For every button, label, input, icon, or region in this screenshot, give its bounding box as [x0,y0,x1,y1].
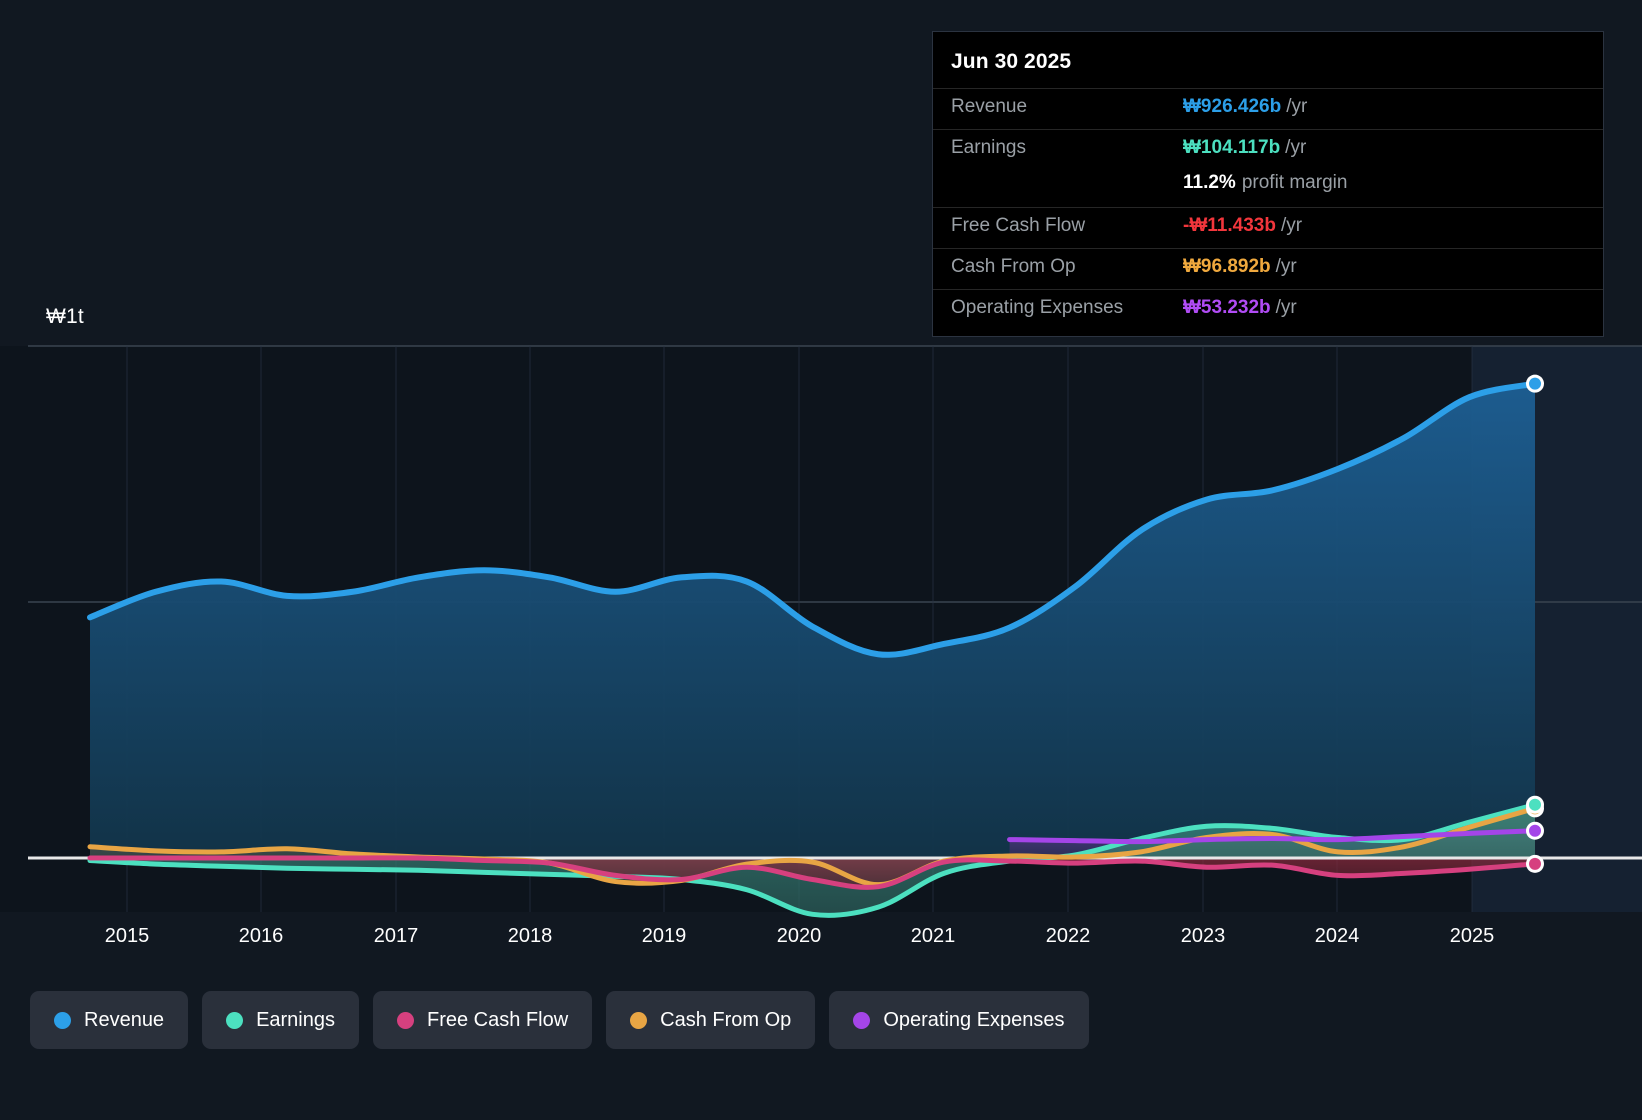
tooltip-row-free-cash-flow: Free Cash Flow -₩11.433b/yr [933,207,1603,248]
legend-dot-icon [630,1011,648,1029]
legend-chip-cash-from-op[interactable]: Cash From Op [606,991,816,1049]
legend-label: Cash From Op [660,1008,792,1031]
chart-legend: Revenue Earnings Free Cash Flow Cash From O… [30,991,1089,1049]
legend-label: Revenue [84,1008,165,1031]
x-axis-label-2024: 2024 [1314,925,1360,947]
y-axis-label-top: ₩1t [46,305,84,328]
tooltip-value-operating-expenses: ₩53.232b [1183,297,1271,318]
tooltip-row-cash-from-op: Cash From Op ₩96.892b/yr [933,248,1603,289]
x-axis-label-2023: 2023 [1180,925,1226,947]
x-axis-label-2016: 2016 [238,925,284,947]
legend-dot-icon [54,1011,71,1029]
tooltip-label-revenue: Revenue [951,96,1028,117]
tooltip-unit-free-cash-flow: /yr [1280,215,1303,236]
tooltip-row-operating-expenses: Operating Expenses ₩53.232b/yr [933,289,1603,330]
tooltip-unit-revenue: /yr [1286,96,1308,117]
tooltip-label-operating-expenses: Operating Expenses [951,297,1124,318]
tooltip-label-cash-from-op: Cash From Op [951,256,1076,277]
legend-chip-operating-expenses[interactable]: Operating Expenses [829,991,1089,1049]
legend-chip-revenue[interactable]: Revenue [30,991,189,1049]
x-axis-label-2025: 2025 [1449,925,1495,947]
tooltip-value-profit-margin: 11.2% [1183,172,1236,193]
tooltip-unit-operating-expenses: /yr [1275,297,1297,318]
tooltip-unit-earnings: /yr [1285,137,1307,158]
tooltip-label-earnings: Earnings [951,137,1026,158]
tooltip-value-cash-from-op: ₩96.892b [1183,256,1271,277]
tooltip-date: Jun 30 2025 [951,50,1072,73]
x-axis-label-2022: 2022 [1045,925,1091,947]
tooltip-panel: Jun 30 2025 Revenue ₩926.426b/yr Earning… [932,31,1604,337]
x-axis-label-2020: 2020 [776,925,822,947]
tooltip-row-earnings: Earnings ₩104.117b/yr [933,129,1603,170]
legend-dot-icon [853,1011,871,1029]
tooltip-unit-cash-from-op: /yr [1275,256,1297,277]
x-axis-label-2015: 2015 [104,925,150,947]
x-axis-label-2017: 2017 [373,925,419,947]
legend-dot-icon [397,1011,414,1029]
tooltip-value-revenue: ₩926.426b [1183,96,1282,117]
tooltip-value-earnings: ₩104.117b [1183,137,1281,158]
legend-chip-free-cash-flow[interactable]: Free Cash Flow [373,991,593,1049]
legend-label: Earnings [256,1008,335,1031]
tooltip-label-profit-margin: profit margin [1241,172,1348,193]
x-axis-label-2019: 2019 [641,925,687,947]
x-axis-label-2021: 2021 [910,925,956,947]
legend-dot-icon [226,1011,244,1029]
legend-label: Free Cash Flow [427,1008,569,1031]
tooltip-value-free-cash-flow: -₩11.433b [1183,215,1276,236]
legend-chip-earnings[interactable]: Earnings [202,991,359,1049]
x-axis-label-2018: 2018 [507,925,553,947]
tooltip-row-profit-margin: 11.2% profit margin [933,170,1603,207]
tooltip-row-revenue: Revenue ₩926.426b/yr [933,88,1603,129]
legend-label: Operating Expenses [883,1008,1065,1031]
tooltip-label-free-cash-flow: Free Cash Flow [951,215,1086,236]
